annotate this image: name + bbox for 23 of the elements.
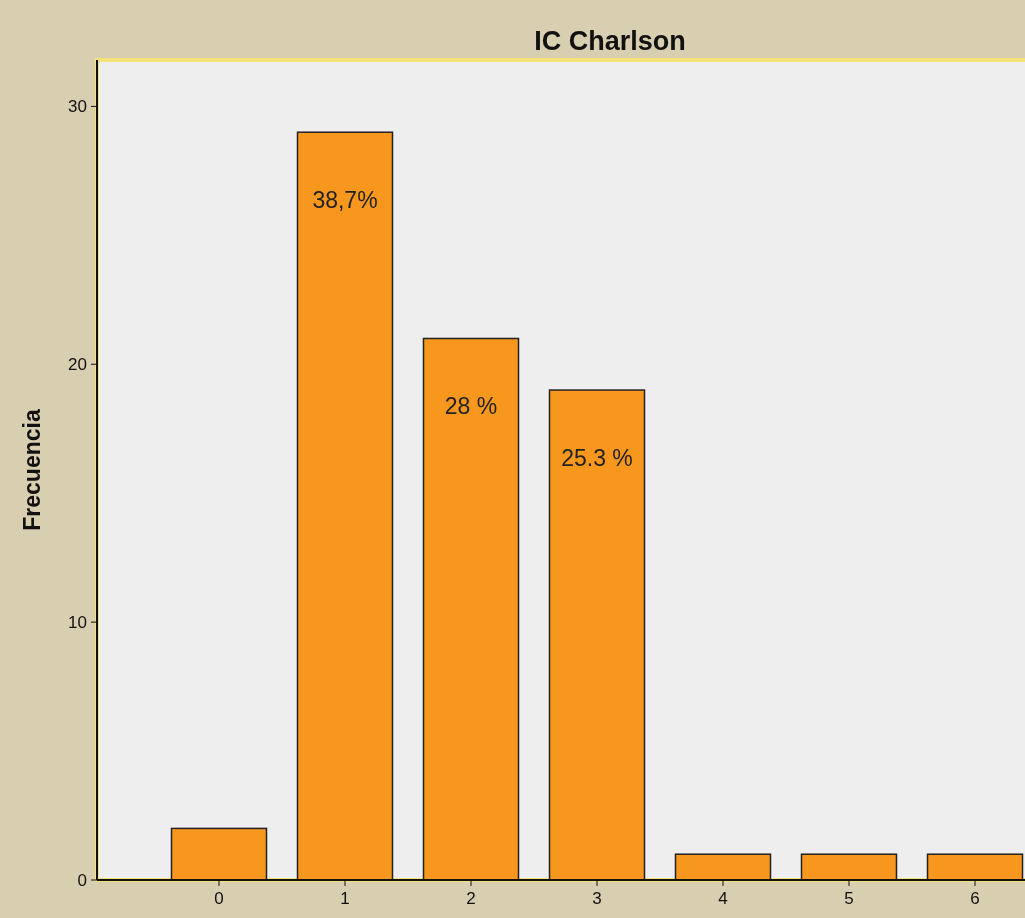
bar (674, 853, 772, 881)
annotation: 38,7% (312, 187, 378, 214)
bar (170, 827, 268, 881)
y-tick-label: 20 (68, 355, 87, 375)
x-tick-label: 6 (970, 889, 980, 908)
y-tick-label: 30 (68, 97, 87, 117)
chart-title: IC Charlson (534, 26, 686, 56)
x-tick-label: 4 (718, 889, 728, 908)
x-tick-label: 0 (214, 889, 224, 908)
y-axis-title: Frecuencia (19, 409, 45, 531)
y-tick-label: 10 (68, 613, 87, 633)
x-tick-label: 5 (844, 889, 854, 908)
annotation: 28 % (444, 393, 498, 420)
x-tick-label: 3 (592, 889, 602, 908)
bar (422, 337, 520, 881)
y-tick-label: 0 (77, 870, 87, 890)
x-tick-label: 2 (466, 889, 476, 908)
bar (926, 853, 1024, 881)
bar (800, 853, 898, 881)
bar (296, 131, 394, 881)
x-tick-label: 1 (340, 889, 350, 908)
bar (548, 389, 646, 881)
annotation: 25.3 % (561, 445, 633, 472)
